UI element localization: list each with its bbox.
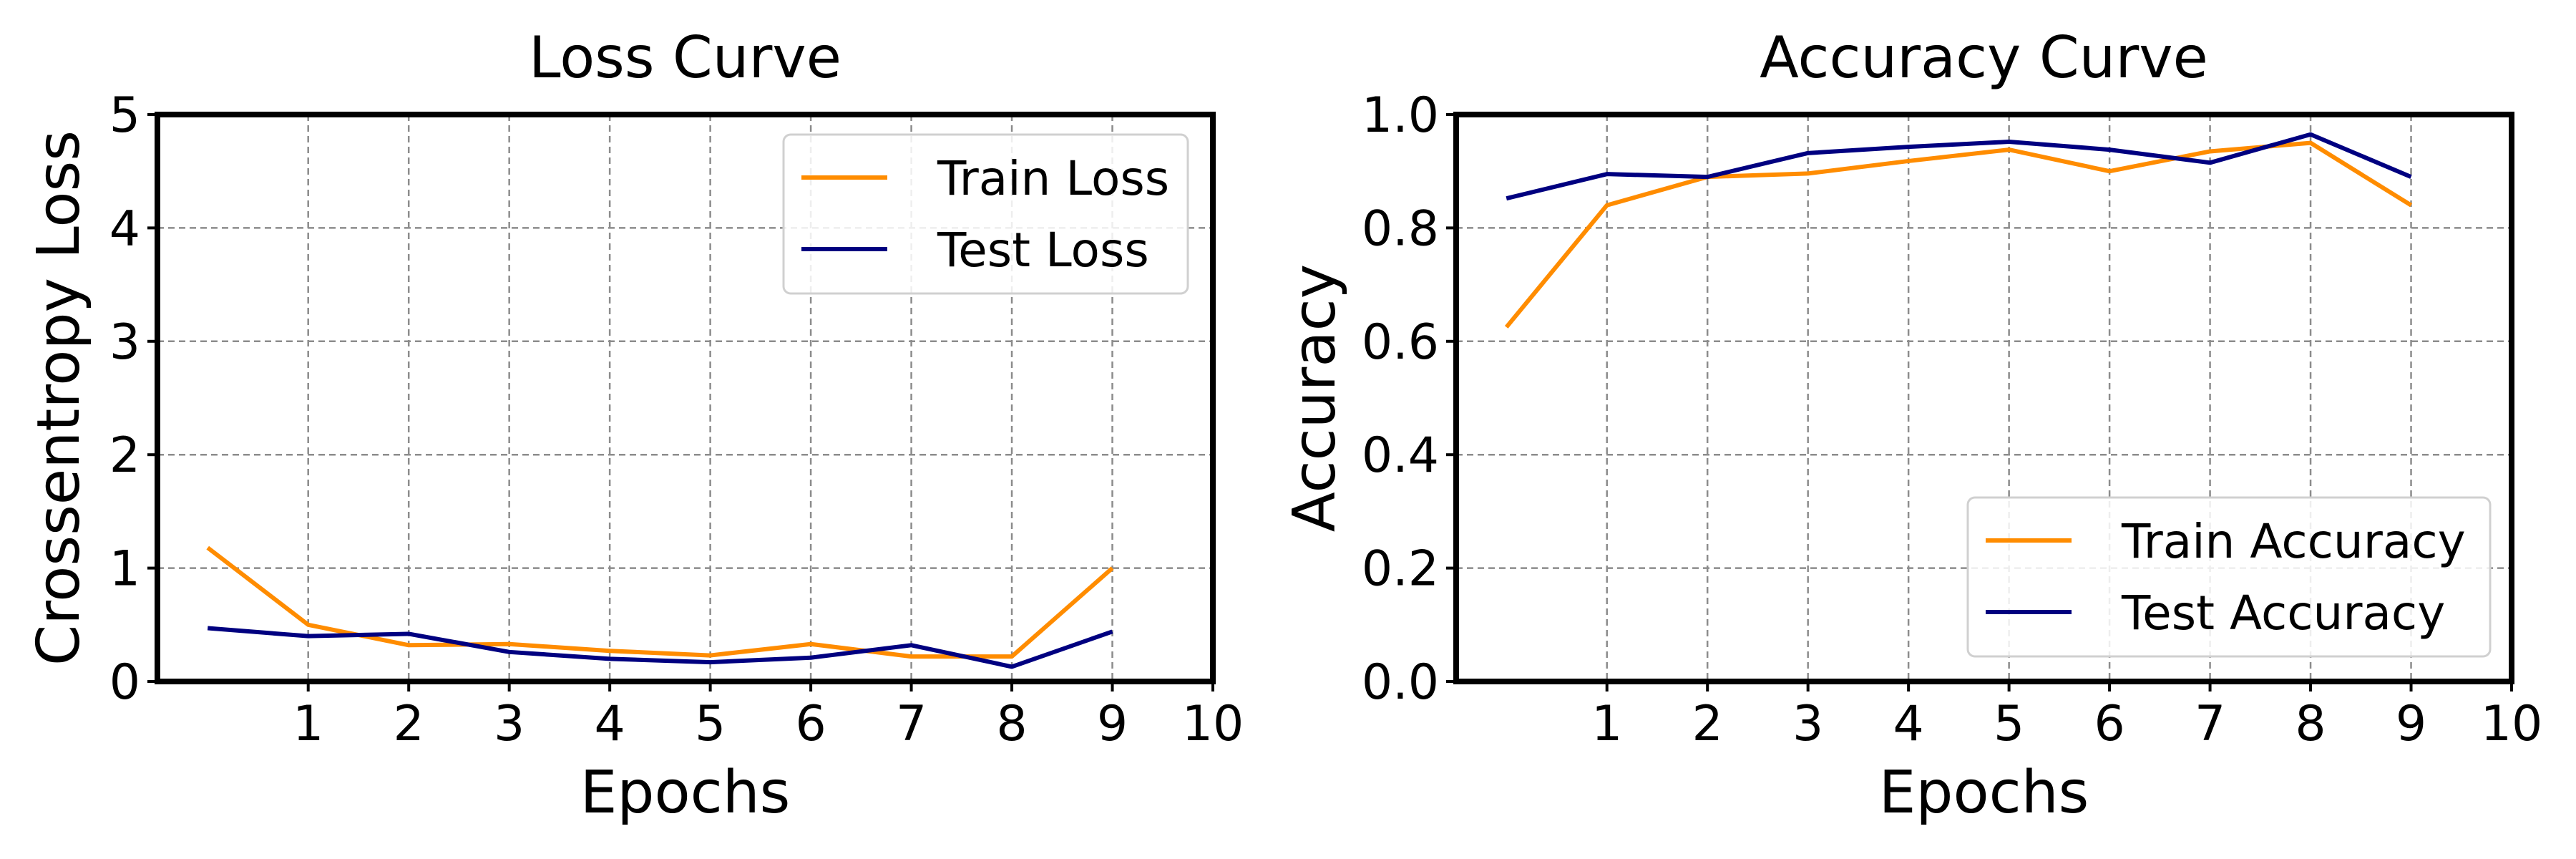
plot-frame bbox=[1453, 112, 2514, 684]
y-tick-label: 2 bbox=[109, 427, 140, 484]
y-axis-label: Accuracy bbox=[1281, 264, 1349, 532]
legend-label: Train Loss bbox=[937, 151, 1169, 206]
y-tick-label: 0.4 bbox=[1362, 427, 1439, 484]
y-tick-label: 5 bbox=[109, 87, 140, 144]
x-tick-label: 8 bbox=[996, 696, 1027, 752]
x-tick-label: 6 bbox=[795, 696, 826, 752]
y-tick-label: 0.6 bbox=[1362, 314, 1439, 371]
x-tick-label: 3 bbox=[494, 696, 525, 752]
x-tick-label: 10 bbox=[2481, 696, 2543, 752]
x-axis-label: Epochs bbox=[580, 759, 791, 827]
y-tick-label: 0.0 bbox=[1362, 654, 1439, 711]
x-tick-label: 1 bbox=[1591, 696, 1622, 752]
y-tick-label: 1.0 bbox=[1362, 87, 1439, 144]
x-tick-label: 8 bbox=[2295, 696, 2326, 752]
y-tick-label: 4 bbox=[109, 200, 140, 257]
x-tick-label: 10 bbox=[1182, 696, 1244, 752]
legend-label: Train Accuracy bbox=[2121, 514, 2466, 569]
series-line-test-accuracy bbox=[1506, 132, 2412, 201]
x-tick-label: 9 bbox=[2396, 696, 2426, 752]
y-tick-label: 0 bbox=[109, 654, 140, 711]
y-tick-label: 0.2 bbox=[1362, 541, 1439, 598]
x-tick-label: 2 bbox=[394, 696, 424, 752]
x-tick-label: 3 bbox=[1792, 696, 1823, 752]
x-axis-label: Epochs bbox=[1879, 759, 2089, 827]
x-tick-label: 2 bbox=[1692, 696, 1723, 752]
legend: Train Accuracy Test Accuracy bbox=[1966, 496, 2492, 658]
x-tick-label: 5 bbox=[695, 696, 726, 752]
legend-box bbox=[1966, 496, 2492, 658]
y-tick-label: 0.8 bbox=[1362, 200, 1439, 257]
y-tick-label: 1 bbox=[109, 541, 140, 598]
x-tick-label: 4 bbox=[1893, 696, 1924, 752]
accuracy-chart: 1 2 3 4 5 6 7 8 9 10 0.0 0.2 0.4 0.6 0.8 1.0 Accuracy Cu… bbox=[1281, 24, 2542, 827]
series-line-train-accuracy bbox=[1504, 140, 2413, 329]
chart-title: Loss Curve bbox=[529, 24, 841, 91]
y-axis-label: Crossentropy Loss bbox=[25, 130, 93, 666]
x-tick-label: 6 bbox=[2094, 696, 2124, 752]
x-tick-label: 1 bbox=[293, 696, 323, 752]
x-tick-label: 7 bbox=[2195, 696, 2225, 752]
legend-label: Test Loss bbox=[937, 223, 1149, 278]
series-line-test-loss bbox=[208, 626, 1113, 669]
y-tick-label: 3 bbox=[109, 314, 140, 371]
x-tick-label: 5 bbox=[1994, 696, 2024, 752]
x-tick-label: 9 bbox=[1097, 696, 1128, 752]
x-tick-label: 4 bbox=[595, 696, 625, 752]
loss-chart: 1 2 3 4 5 6 7 8 9 10 0 1 2 3 4 5 Loss Curve Epochs Crossen… bbox=[25, 24, 1244, 827]
plot-frame bbox=[155, 112, 1216, 684]
chart-title: Accuracy Curve bbox=[1760, 24, 2208, 91]
legend-box bbox=[782, 133, 1189, 295]
legend: Train Loss Test Loss bbox=[782, 133, 1189, 295]
series-line-train-loss bbox=[206, 545, 1114, 659]
x-tick-label: 7 bbox=[896, 696, 927, 752]
legend-label: Test Accuracy bbox=[2121, 586, 2445, 641]
